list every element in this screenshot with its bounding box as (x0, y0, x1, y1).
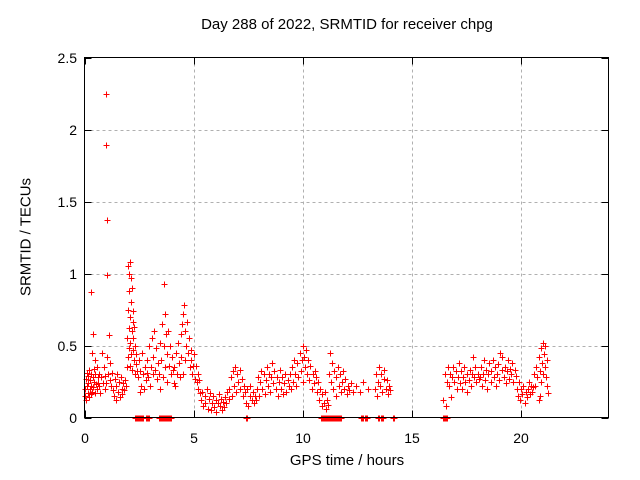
y-axis-label: SRMTID / TECUs (17, 177, 35, 297)
x-tick-label: 15 (404, 430, 420, 446)
y-tick-label: 0 (69, 410, 77, 426)
x-tick-label: 10 (295, 430, 311, 446)
x-tick-label: 5 (190, 430, 198, 446)
tick-marks (84, 57, 609, 419)
x-tick-label: 20 (513, 430, 529, 446)
x-axis-label: GPS time / hours (289, 452, 405, 469)
x-tick-label: 0 (81, 430, 89, 446)
y-tick-label: 1.5 (58, 194, 78, 210)
y-tick-label: 1 (69, 266, 77, 282)
scatter-points (82, 91, 552, 422)
y-tick-label: 0.5 (58, 338, 78, 354)
gridlines (84, 57, 609, 418)
tick-labels: 0 0.5 1 1.5 2 2.5 0 5 10 15 20 (58, 50, 529, 446)
y-tick-label: 2 (69, 122, 77, 138)
chart-title: Day 288 of 2022, SRMTID for receiver chp… (201, 16, 493, 33)
y-tick-label: 2.5 (58, 50, 78, 66)
plot-border (84, 57, 609, 418)
